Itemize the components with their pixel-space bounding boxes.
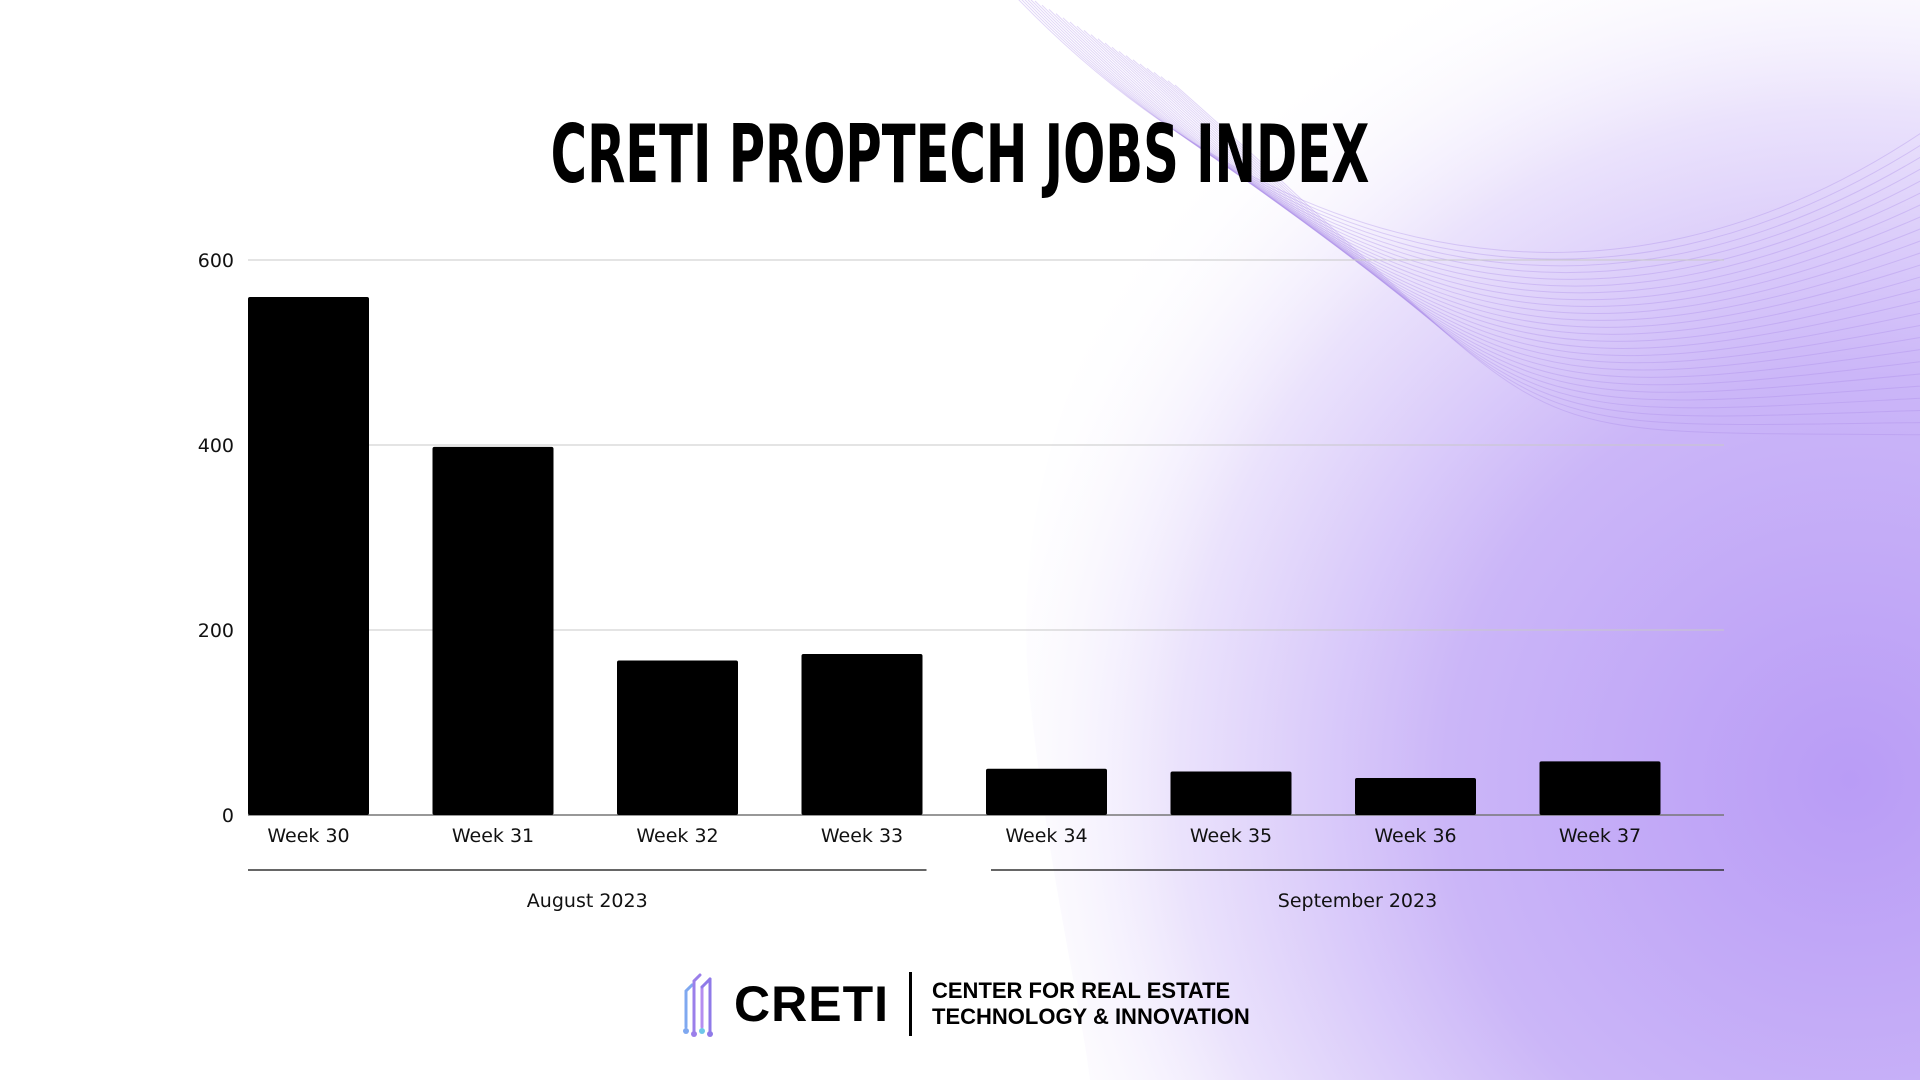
x-tick-label: Week 37 (1559, 825, 1641, 847)
bar-week-31 (432, 446, 554, 815)
group-label: August 2023 (527, 890, 648, 912)
x-tick-label: Week 35 (1190, 825, 1272, 847)
y-tick-label: 600 (198, 250, 234, 272)
x-tick-label: Week 30 (267, 825, 349, 847)
logo-subtitle: CENTER FOR REAL ESTATE TECHNOLOGY & INNO… (932, 978, 1250, 1030)
creti-logo: CRETI CENTER FOR REAL ESTATE TECHNOLOGY … (680, 968, 1250, 1040)
bar-week-32 (617, 660, 738, 815)
logo-wordmark: CRETI (734, 976, 889, 1032)
y-tick-label: 0 (222, 805, 234, 827)
x-tick-label: Week 31 (452, 825, 534, 847)
page-title: CRETI PROPTECH JOBS INDEX (550, 108, 1370, 201)
bar-week-37 (1539, 761, 1661, 815)
y-tick-label: 400 (198, 435, 234, 457)
logo-divider (909, 972, 912, 1036)
group-label: September 2023 (1278, 890, 1437, 912)
x-tick-label: Week 33 (821, 825, 903, 847)
logo-subtitle-line2: TECHNOLOGY & INNOVATION (932, 1004, 1250, 1029)
bar-week-34 (986, 768, 1107, 815)
bar-week-35 (1170, 771, 1292, 815)
bar-week-30 (248, 297, 369, 815)
bar-week-33 (801, 654, 923, 815)
logo-subtitle-line1: CENTER FOR REAL ESTATE (932, 978, 1231, 1003)
y-tick-label: 200 (198, 620, 234, 642)
bar-week-36 (1355, 778, 1476, 815)
creti-logo-icon (683, 973, 713, 1037)
x-tick-label: Week 34 (1005, 825, 1087, 847)
x-tick-label: Week 32 (636, 825, 718, 847)
x-tick-label: Week 36 (1374, 825, 1456, 847)
